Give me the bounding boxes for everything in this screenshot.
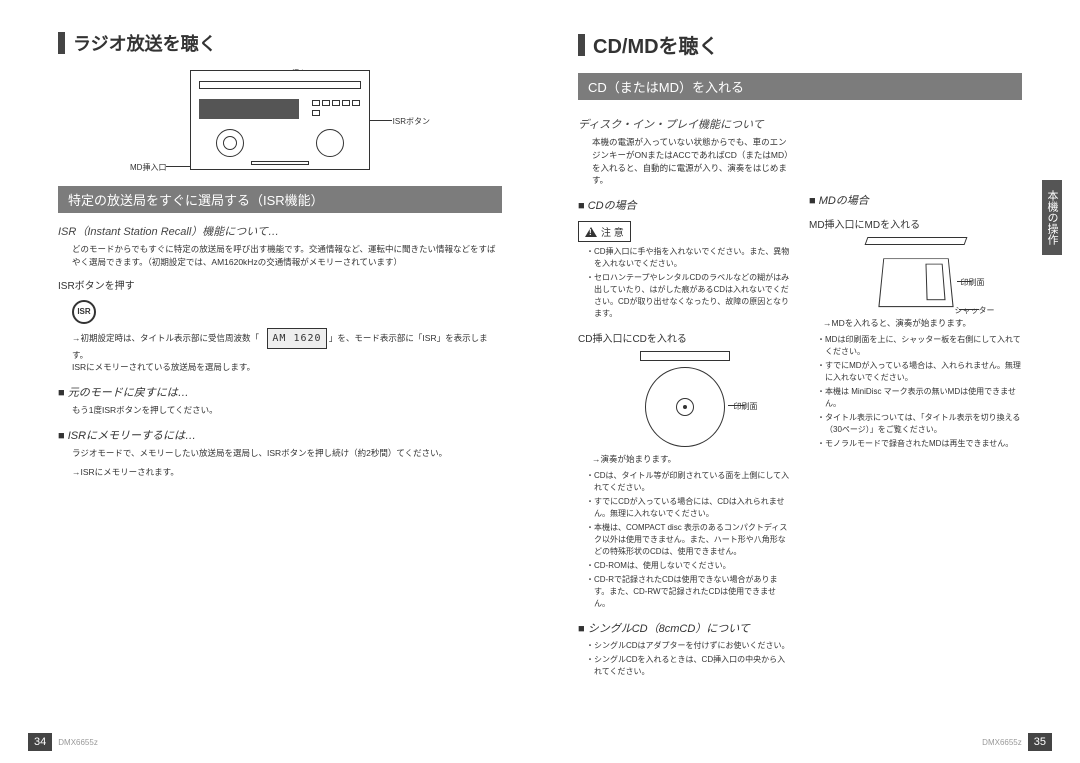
md-note-item: タイトル表示については、「タイトル表示を切り換える（30ページ）」をご覧ください… (817, 412, 1022, 436)
md-note-item: MDは印刷面を上に、シャッター板を右側にして入れてください。 (817, 334, 1022, 358)
device-diagram: CD挿入口 ISRボタン MD挿入口 (130, 70, 430, 170)
cd-disc-icon (645, 367, 725, 447)
md-note-item: すでにMDが入っている場合は、入れられません。無理に入れないでください。 (817, 360, 1022, 384)
lcd-display: AM 1620 (267, 328, 326, 349)
cd-case-head: CDの場合 (578, 197, 791, 213)
left-page: ラジオ放送を聴く CD挿入口 ISRボタン MD挿入口 特定の放送局をすぐに選局… (0, 0, 540, 763)
md-notes-list: MDは印刷面を上に、シャッター板を右側にして入れてください。 すでにMDが入って… (809, 334, 1022, 450)
section-header-radio: ラジオ放送を聴く (58, 30, 502, 56)
cd-notes-list: CDは、タイトル等が印刷されている面を上側にして入れてください。 すでにCDが入… (578, 470, 791, 610)
caution-box: 注 意 (578, 221, 631, 242)
md-disc-icon (878, 258, 953, 307)
back-mode-head: 元のモードに戻すには… (58, 384, 502, 400)
isr-button-icon: ISR (72, 300, 96, 324)
cd-caution-item: セロハンテープやレンタルCDのラベルなどの糊がはみ出していたり、はがした痕がある… (586, 272, 791, 320)
col-md: MDの場合 MD挿入口にMDを入れる 印刷面 シャッター →MDを入れると、演奏… (809, 110, 1022, 680)
single-cd-item: シングルCDはアダプターを付けずにお使いください。 (586, 640, 791, 652)
section-title: ラジオ放送を聴く (73, 30, 217, 56)
md-note-item: モノラルモードで録音されたMDは再生できません。 (817, 438, 1022, 450)
disc-in-play-body: 本機の電源が入っていない状態からでも、車のエンジンキーがONまたはACCであれば… (578, 136, 791, 187)
model-left: DMX6655z (58, 738, 98, 747)
page-number-left: 34 (28, 733, 52, 751)
mem-isr-arrow: →ISRにメモリーされます。 (58, 466, 502, 479)
cd-insert-head: CD挿入口にCDを入れる (578, 330, 791, 345)
disc-in-play-head: ディスク・イン・プレイ機能について (578, 116, 791, 132)
footer-right: DMX6655z 35 (982, 733, 1052, 751)
cd-note-item: CD-ROMは、使用しないでください。 (586, 560, 791, 572)
side-tab: 本機の操作 (1042, 180, 1062, 255)
cd-play-arrow: →演奏が始まります。 (578, 453, 791, 466)
cd-caution-item: CD挿入口に手や指を入れないでください。また、異物を入れないでください。 (586, 246, 791, 270)
section-header-cdmd: CD/MDを聴く (578, 30, 1022, 59)
right-page: CD/MDを聴く CD（またはMD）を入れる ディスク・イン・プレイ機能について… (540, 0, 1080, 763)
back-mode-body: もう1度ISRボタンを押してください。 (58, 404, 502, 417)
warning-icon (585, 227, 597, 237)
mem-isr-head: ISRにメモリーするには… (58, 427, 502, 443)
cd-print-label: 印刷面 (734, 401, 758, 412)
mem-isr-body: ラジオモードで、メモリーしたい放送局を選局し、ISRボタンを押し続け（約2秒間）… (58, 447, 502, 460)
isr-init-text: →初期設定時は、タイトル表示部に受信周波数「 AM 1620 」を、モード表示部… (58, 328, 502, 375)
single-cd-head: シングルCD（8cmCD）について (578, 620, 791, 636)
press-isr-head: ISRボタンを押す (58, 277, 502, 292)
model-right: DMX6655z (982, 738, 1022, 747)
label-md-slot: MD挿入口 (130, 162, 166, 173)
md-insert-head: MD挿入口にMDを入れる (809, 216, 1022, 231)
cd-note-item: CD-Rで記録されたCDは使用できない場合があります。また、CD-RWで記録され… (586, 574, 791, 610)
isr-about-head: ISR（Instant Station Recall）機能について… (58, 223, 502, 239)
device-box (190, 70, 370, 170)
cd-diagram: 印刷面 (630, 351, 740, 447)
section-mark (58, 32, 65, 54)
footer-left: 34 DMX6655z (28, 733, 98, 751)
single-cd-item: シングルCDを入れるときは、CD挿入口の中央から入れてください。 (586, 654, 791, 678)
single-cd-list: シングルCDはアダプターを付けずにお使いください。 シングルCDを入れるときは、… (578, 640, 791, 678)
subheader-isr: 特定の放送局をすぐに選局する（ISR機能） (58, 186, 502, 213)
page-number-right: 35 (1028, 733, 1052, 751)
col-cd: ディスク・イン・プレイ機能について 本機の電源が入っていない状態からでも、車のエ… (578, 110, 791, 680)
md-note-item: 本機は MiniDisc マーク表示の無いMDは使用できません。 (817, 386, 1022, 410)
md-shutter-label: シャッター (955, 305, 995, 316)
md-play-arrow: →MDを入れると、演奏が始まります。 (809, 317, 1022, 330)
md-print-label: 印刷面 (961, 277, 985, 288)
cd-note-item: すでにCDが入っている場合には、CDは入れられません。無理に入れないでください。 (586, 496, 791, 520)
subheader-insert: CD（またはMD）を入れる (578, 73, 1022, 100)
isr-about-body: どのモードからでもすぐに特定の放送局を呼び出す機能です。交通情報など、運転中に聞… (58, 243, 502, 269)
section-title: CD/MDを聴く (593, 30, 719, 59)
cd-note-item: CDは、タイトル等が印刷されている面を上側にして入れてください。 (586, 470, 791, 494)
md-diagram: 印刷面 シャッター (861, 237, 971, 309)
md-case-head: MDの場合 (809, 192, 1022, 208)
cd-caution-list: CD挿入口に手や指を入れないでください。また、異物を入れないでください。 セロハ… (578, 246, 791, 320)
cd-note-item: 本機は、COMPACT disc 表示のあるコンパクトディスク以外は使用できませ… (586, 522, 791, 558)
label-isr-btn: ISRボタン (393, 116, 430, 127)
section-mark (578, 34, 585, 56)
